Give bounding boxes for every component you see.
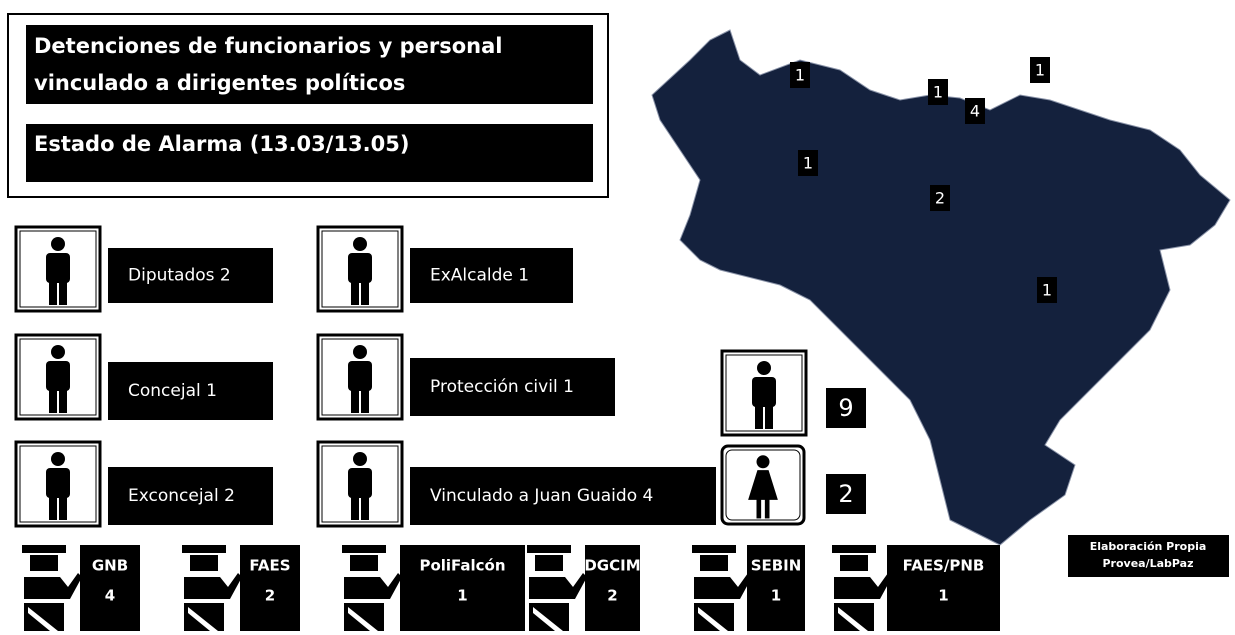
agency-name: PoliFalcón bbox=[419, 557, 505, 575]
label-box bbox=[108, 467, 273, 525]
agency-count: 1 bbox=[771, 587, 781, 605]
title: Detenciones de funcionarios y personal bbox=[34, 34, 502, 58]
map-label: 4 bbox=[970, 102, 980, 121]
agency-name: FAES/PNB bbox=[903, 557, 985, 575]
label-box bbox=[410, 467, 716, 525]
category-label: Diputados 2 bbox=[128, 266, 231, 286]
men-count: 9 bbox=[838, 394, 853, 422]
agency-box bbox=[400, 545, 525, 631]
police-icon bbox=[182, 545, 240, 631]
agency-box bbox=[747, 545, 805, 631]
label-box bbox=[410, 358, 615, 416]
map-label-box bbox=[790, 62, 810, 88]
map-label: 1 bbox=[795, 66, 805, 85]
police-icon bbox=[832, 545, 890, 631]
label-box bbox=[410, 248, 573, 303]
agency-name: FAES bbox=[249, 557, 290, 575]
map-label-box bbox=[1030, 57, 1050, 83]
map-label-box bbox=[798, 150, 818, 176]
map-label: 1 bbox=[1042, 281, 1052, 300]
map-label: 2 bbox=[935, 189, 945, 208]
map-label-box bbox=[1037, 277, 1057, 303]
agency-count: 4 bbox=[105, 587, 115, 605]
icon-frame bbox=[725, 449, 801, 521]
source-box bbox=[1068, 535, 1229, 577]
women-count: 2 bbox=[838, 480, 853, 508]
category-label: ExAlcalde 1 bbox=[430, 266, 529, 286]
map-label-box bbox=[928, 79, 948, 105]
source: Provea/LabPaz bbox=[1102, 557, 1193, 570]
icon-frame bbox=[321, 445, 399, 523]
map-label: 1 bbox=[1035, 61, 1045, 80]
label-box bbox=[108, 362, 273, 420]
count-box bbox=[826, 474, 866, 514]
content: Diputados 2 ExAlcalde 1 Concejal 1 Protecci… bbox=[14, 57, 1229, 631]
category-label: Vinculado a Juan Guaido 4 bbox=[430, 486, 653, 506]
map-label-box bbox=[965, 98, 985, 124]
agency-name: GNB bbox=[92, 557, 128, 575]
icon-frame bbox=[321, 230, 399, 308]
agency-count: 1 bbox=[457, 587, 467, 605]
agency-name: SEBIN bbox=[751, 557, 802, 575]
agency-count: 2 bbox=[607, 587, 617, 605]
police-icon bbox=[527, 545, 585, 631]
map-label: 1 bbox=[933, 83, 943, 102]
agency-count: 1 bbox=[938, 587, 948, 605]
count-box bbox=[826, 388, 866, 428]
label-box bbox=[108, 248, 273, 303]
icon-frame bbox=[19, 445, 97, 523]
police-icon bbox=[692, 545, 750, 631]
police-icon bbox=[342, 545, 400, 631]
icon-frame bbox=[19, 230, 97, 308]
agency-box bbox=[585, 545, 640, 631]
agency-count: 2 bbox=[265, 587, 275, 605]
icon-frame bbox=[19, 338, 97, 416]
category-label: Protección civil 1 bbox=[430, 377, 574, 397]
agency-box bbox=[240, 545, 300, 631]
icon-frame bbox=[321, 338, 399, 416]
category-label: Concejal 1 bbox=[128, 381, 217, 401]
icon-frame bbox=[725, 354, 803, 432]
map-label: 1 bbox=[803, 154, 813, 173]
agency-name: DGCIM bbox=[584, 557, 640, 575]
map-label-box bbox=[930, 185, 950, 211]
map bbox=[651, 29, 1231, 546]
title: vinculado a dirigentes políticos bbox=[34, 71, 405, 95]
agency-box bbox=[887, 545, 1000, 631]
police-icon bbox=[22, 545, 80, 631]
source: Elaboración Propia bbox=[1090, 540, 1207, 553]
subtitle: Estado de Alarma (13.03/13.05) bbox=[34, 132, 409, 156]
agency-box bbox=[80, 545, 140, 631]
title-box: Detenciones de funcionarios y personal v… bbox=[7, 13, 609, 198]
category-label: Exconcejal 2 bbox=[128, 486, 235, 506]
